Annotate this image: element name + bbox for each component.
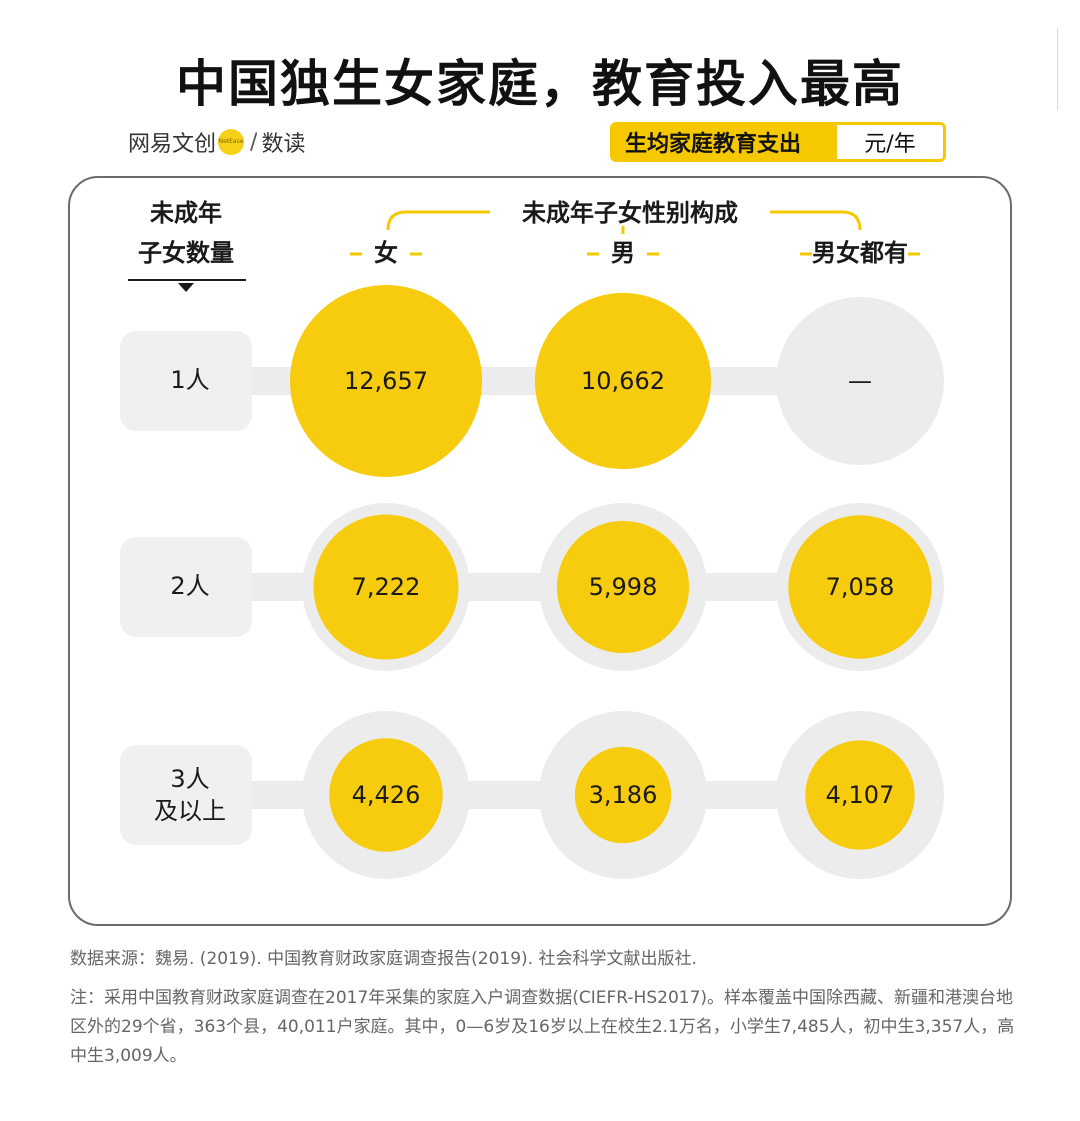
bubble-value-label: 4,107 — [826, 781, 895, 809]
brand-dot-icon: NetEase — [218, 129, 245, 155]
bubble — [329, 738, 443, 852]
bubble-value-label: 5,998 — [589, 573, 658, 601]
row-connector — [160, 367, 860, 395]
bubble-value-label: — — [848, 367, 872, 395]
page-title: 中国独生女家庭，教育投入最高 — [176, 55, 904, 113]
row-connector — [160, 781, 860, 809]
column-bracket-right — [770, 210, 862, 231]
row-label-pill — [120, 745, 252, 845]
bubble — [534, 292, 712, 470]
row-header-line2: 子女数量 — [138, 239, 234, 267]
brand-slash: / — [250, 129, 258, 155]
bubble — [788, 515, 932, 659]
row-label-pill — [120, 537, 252, 637]
bubble-halo — [776, 297, 944, 465]
column-group-label: 未成年子女性别构成 — [522, 199, 738, 227]
row-label: 2人 — [170, 572, 209, 600]
bubble-value-label: 3,186 — [589, 781, 658, 809]
bubble — [574, 746, 672, 844]
unit-value: 元/年 — [837, 125, 943, 159]
row-label: 1人 — [170, 366, 209, 394]
bubble-value-label: 12,657 — [344, 367, 428, 395]
data-source: 数据来源：魏易. (2019). 中国教育财政家庭调查报告(2019). 社会科… — [70, 949, 697, 969]
brand-logo: 网易文创 NetEase / 数读 — [128, 126, 305, 158]
bubble-value-label: 7,222 — [352, 573, 421, 601]
brand-left: 网易文创 — [128, 132, 217, 157]
row-label-pill — [120, 331, 252, 431]
column-header: 女 — [374, 239, 398, 267]
column-bracket-left — [386, 210, 490, 231]
row-connector — [160, 573, 860, 601]
footnote: 注：采用中国教育财政家庭调查在2017年采集的家庭入户调查数据(CIEFR-HS… — [70, 988, 1015, 1066]
bubble — [290, 285, 482, 477]
scroll-indicator — [1057, 28, 1058, 110]
column-header: 男女都有 — [812, 239, 908, 267]
bubble-value-label: 10,662 — [581, 367, 665, 395]
bubble — [313, 514, 459, 660]
side-strip — [1056, 0, 1080, 1121]
bubble — [556, 520, 690, 654]
brand-right: 数读 — [261, 132, 306, 157]
row-header-arrow-icon — [178, 283, 194, 292]
row-label: 及以上 — [154, 797, 226, 825]
bubble-value-label: 7,058 — [826, 573, 895, 601]
bubble-value-label: 4,426 — [352, 781, 421, 809]
unit-legend: 生均家庭教育支出 元/年 — [610, 122, 946, 162]
unit-label: 生均家庭教育支出 — [613, 125, 837, 159]
column-header: 男 — [611, 239, 635, 267]
bubble — [805, 740, 915, 850]
row-header-line1: 未成年 — [150, 199, 222, 227]
row-label: 3人 — [170, 765, 209, 793]
